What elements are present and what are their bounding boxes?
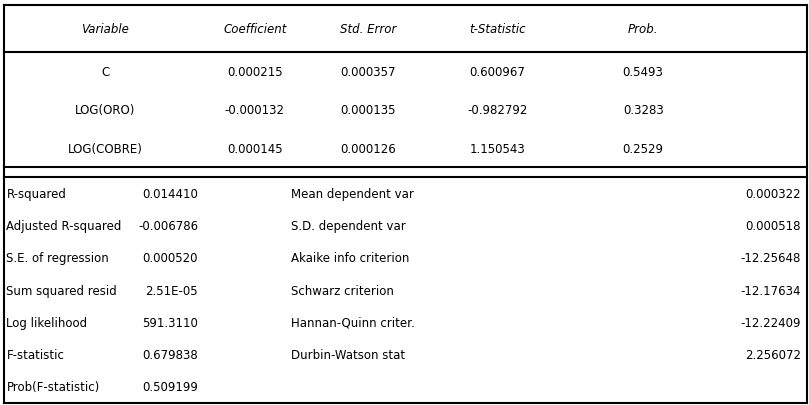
Text: Durbin-Watson stat: Durbin-Watson stat [291, 348, 405, 361]
Text: t-Statistic: t-Statistic [469, 23, 526, 36]
Text: 0.509199: 0.509199 [142, 380, 198, 393]
Text: Adjusted R-squared: Adjusted R-squared [6, 220, 122, 232]
Text: 0.000520: 0.000520 [142, 252, 198, 265]
Text: Std. Error: Std. Error [340, 23, 396, 36]
Text: Log likelihood: Log likelihood [6, 316, 87, 329]
Text: 0.000145: 0.000145 [227, 142, 282, 156]
Text: 0.679838: 0.679838 [142, 348, 198, 361]
Text: Mean dependent var: Mean dependent var [291, 188, 414, 200]
Text: 2.256072: 2.256072 [745, 348, 801, 361]
Text: -0.982792: -0.982792 [468, 104, 527, 117]
Text: 591.3110: 591.3110 [142, 316, 198, 329]
Text: 2.51E-05: 2.51E-05 [146, 284, 198, 297]
Text: Sum squared resid: Sum squared resid [6, 284, 117, 297]
Text: 0.2529: 0.2529 [623, 142, 663, 156]
Text: LOG(COBRE): LOG(COBRE) [68, 142, 142, 156]
Text: LOG(ORO): LOG(ORO) [75, 104, 135, 117]
Text: Prob.: Prob. [628, 23, 659, 36]
Text: Akaike info criterion: Akaike info criterion [291, 252, 409, 265]
Text: 0.000215: 0.000215 [227, 65, 282, 79]
Text: -12.22409: -12.22409 [740, 316, 801, 329]
Text: 0.000135: 0.000135 [341, 104, 396, 117]
Text: 0.000518: 0.000518 [745, 220, 801, 232]
Text: C: C [101, 65, 109, 79]
Text: 0.014410: 0.014410 [142, 188, 198, 200]
Text: S.E. of regression: S.E. of regression [6, 252, 109, 265]
Text: 0.3283: 0.3283 [623, 104, 663, 117]
Text: F-statistic: F-statistic [6, 348, 65, 361]
Text: Coefficient: Coefficient [223, 23, 286, 36]
Text: -12.17634: -12.17634 [740, 284, 801, 297]
Text: 0.5493: 0.5493 [623, 65, 663, 79]
Text: Schwarz criterion: Schwarz criterion [291, 284, 394, 297]
Text: 0.000357: 0.000357 [341, 65, 396, 79]
Text: -12.25648: -12.25648 [740, 252, 801, 265]
Text: -0.006786: -0.006786 [138, 220, 198, 232]
Text: Hannan-Quinn criter.: Hannan-Quinn criter. [291, 316, 415, 329]
Text: 0.000322: 0.000322 [745, 188, 801, 200]
Text: 0.600967: 0.600967 [469, 65, 526, 79]
Text: R-squared: R-squared [6, 188, 66, 200]
Text: -0.000132: -0.000132 [225, 104, 285, 117]
Text: 0.000126: 0.000126 [341, 142, 396, 156]
Text: S.D. dependent var: S.D. dependent var [291, 220, 406, 232]
Text: Prob(F-statistic): Prob(F-statistic) [6, 380, 100, 393]
Text: Variable: Variable [81, 23, 129, 36]
Text: 1.150543: 1.150543 [470, 142, 525, 156]
